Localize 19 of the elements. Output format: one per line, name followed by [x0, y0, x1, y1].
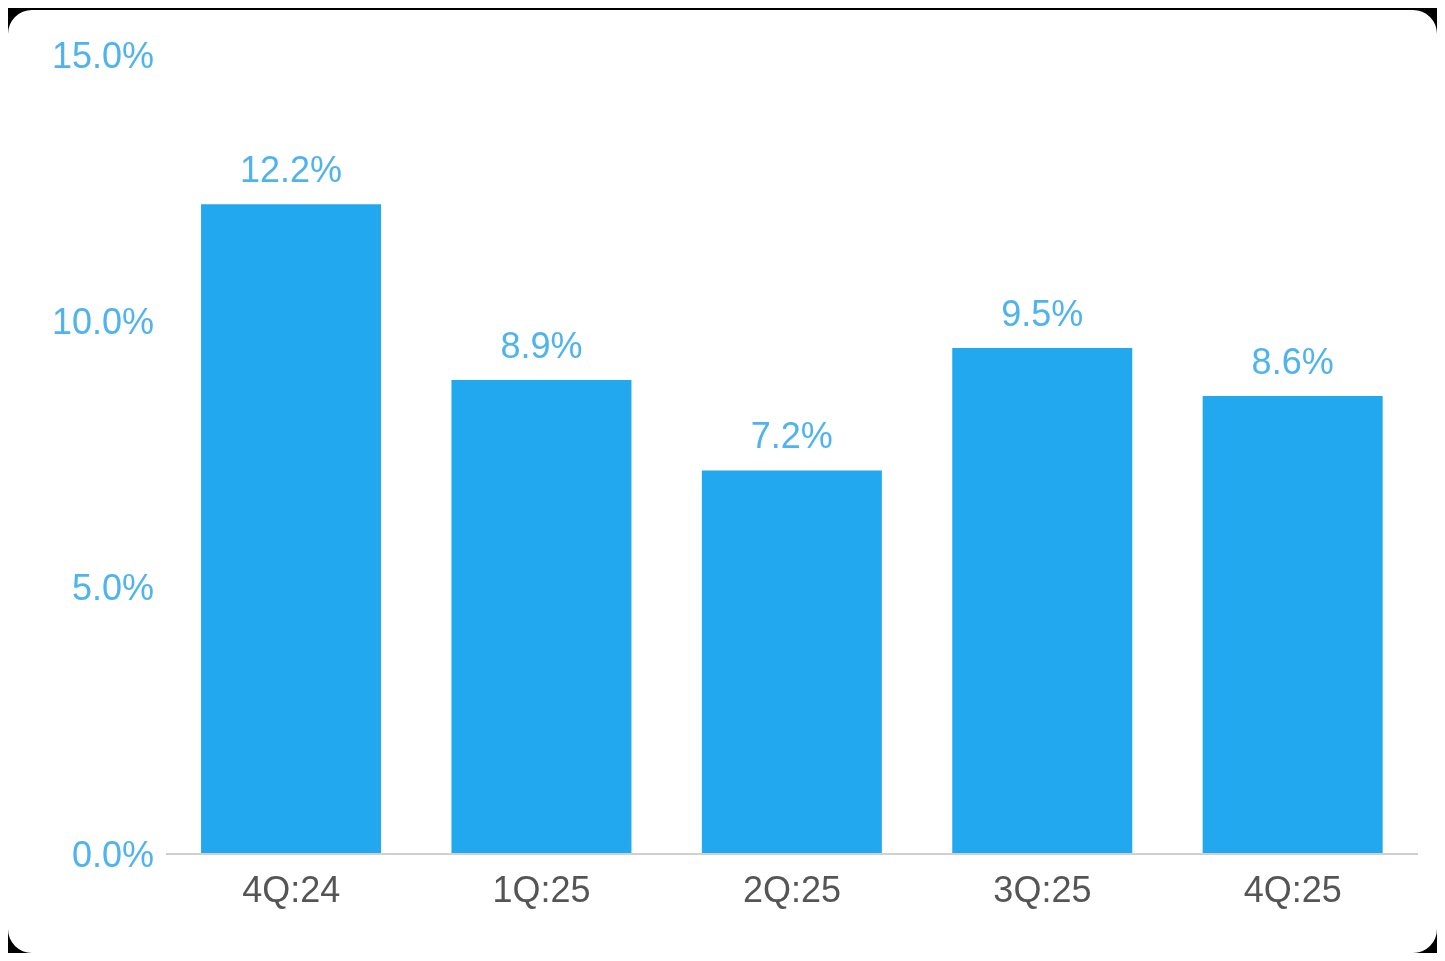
x-tick-label: 4Q:24 — [242, 868, 341, 910]
bar — [952, 347, 1133, 854]
x-tick-label: 4Q:25 — [1243, 868, 1342, 910]
x-tick-label: 3Q:25 — [993, 868, 1092, 910]
y-tick-label: 0.0% — [71, 833, 154, 875]
x-tick-label: 1Q:25 — [492, 868, 591, 910]
data-label: 7.2% — [750, 415, 833, 457]
data-label: 8.9% — [500, 324, 583, 366]
y-tick-label: 15.0% — [51, 34, 154, 76]
data-label: 8.6% — [1251, 340, 1334, 382]
data-label: 9.5% — [1001, 292, 1084, 334]
y-tick-label: 5.0% — [71, 567, 154, 609]
x-tick-label: 2Q:25 — [742, 868, 842, 910]
bar — [1202, 395, 1383, 854]
bar — [451, 379, 632, 854]
y-tick-label: 10.0% — [51, 301, 154, 343]
data-label: 12.2% — [240, 149, 343, 191]
bar — [201, 204, 382, 854]
bar — [701, 470, 882, 854]
